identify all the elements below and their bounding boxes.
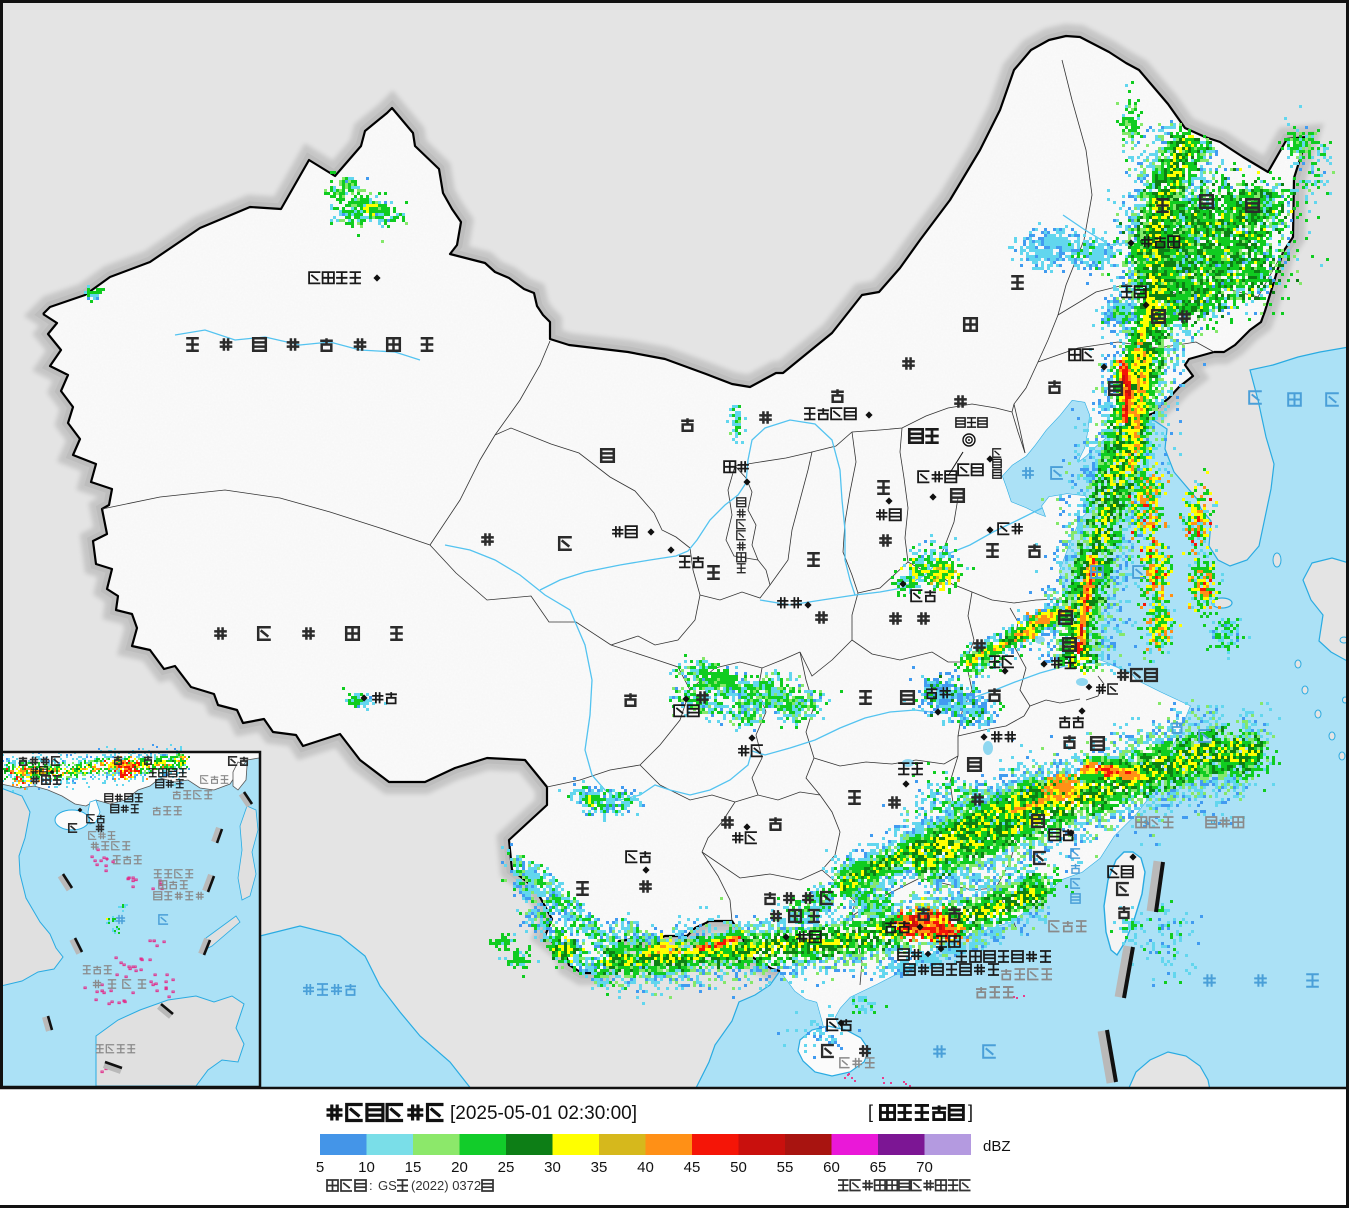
svg-text:25: 25 <box>498 1159 515 1176</box>
svg-text:70: 70 <box>916 1159 933 1176</box>
svg-text:[: [ <box>868 1102 873 1122</box>
svg-text:55: 55 <box>777 1159 794 1176</box>
svg-text:GS: GS <box>378 1178 397 1193</box>
svg-text:]: ] <box>968 1102 973 1122</box>
svg-text:45: 45 <box>684 1159 701 1176</box>
svg-text:(2022) 0372: (2022) 0372 <box>411 1178 481 1193</box>
svg-text:40: 40 <box>637 1159 654 1176</box>
svg-text:65: 65 <box>870 1159 887 1176</box>
svg-text:30: 30 <box>544 1159 561 1176</box>
svg-text:50: 50 <box>730 1159 747 1176</box>
svg-text:dBZ: dBZ <box>983 1138 1011 1155</box>
svg-text:[2025-05-01 02:30:00]: [2025-05-01 02:30:00] <box>450 1103 637 1124</box>
svg-text:10: 10 <box>358 1159 375 1176</box>
svg-text:15: 15 <box>405 1159 422 1176</box>
svg-text::: : <box>369 1178 373 1193</box>
svg-text:35: 35 <box>591 1159 608 1176</box>
svg-text:60: 60 <box>823 1159 840 1176</box>
svg-text:20: 20 <box>451 1159 468 1176</box>
svg-text:5: 5 <box>316 1159 324 1176</box>
